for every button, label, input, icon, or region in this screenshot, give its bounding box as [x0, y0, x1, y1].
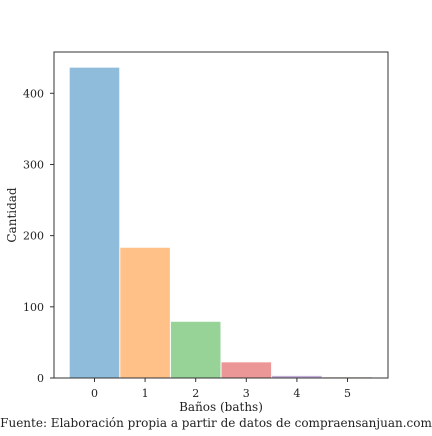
x-tick-label: 5: [344, 387, 351, 400]
source-caption: Fuente: Elaboración propia a partir de d…: [0, 416, 432, 430]
bar-4: [272, 375, 322, 378]
x-tick-label: 2: [192, 387, 199, 400]
y-tick-label: 0: [37, 372, 44, 385]
x-tick-label: 4: [293, 387, 300, 400]
plot-frame: [53, 51, 389, 379]
x-axis-ticks: 0 1 2 3 4 5: [91, 378, 351, 400]
y-axis-label: Cantidad: [5, 187, 19, 243]
bar-3: [221, 362, 272, 378]
y-tick-label: 400: [23, 87, 44, 100]
x-axis-label: Baños (baths): [179, 400, 263, 414]
bar-1: [120, 247, 170, 378]
x-tick-label: 3: [243, 387, 250, 400]
y-tick-label: 200: [23, 230, 44, 243]
bars-group: [69, 67, 373, 378]
y-tick-label: 300: [23, 158, 44, 171]
bar-2: [170, 321, 221, 378]
x-tick-label: 1: [142, 387, 149, 400]
y-axis-ticks: 0 100 200 300 400: [23, 87, 54, 385]
y-tick-label: 100: [23, 301, 44, 314]
x-tick-label: 0: [91, 387, 98, 400]
bar-0: [69, 67, 120, 378]
